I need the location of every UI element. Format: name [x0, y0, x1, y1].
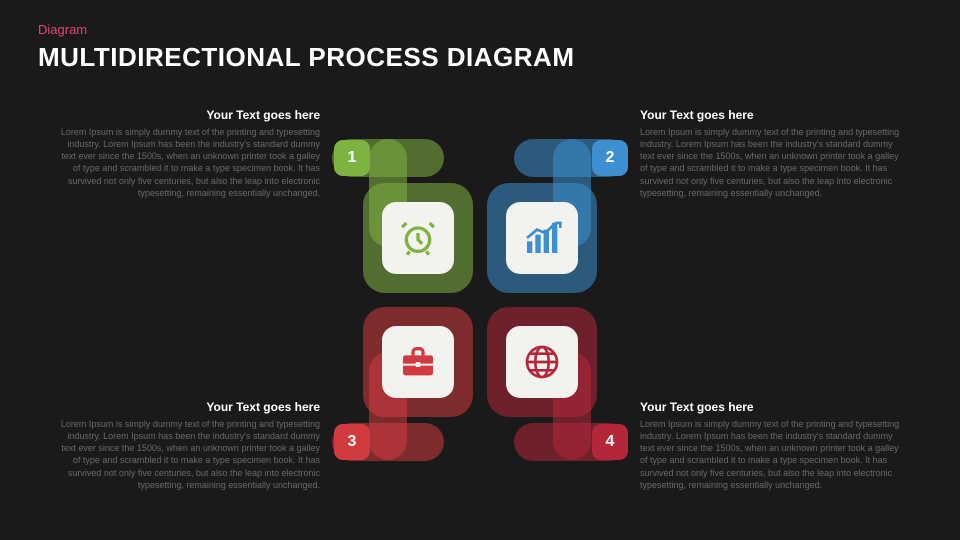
alarm-clock-icon [398, 218, 438, 258]
desc-heading: Your Text goes here [640, 400, 900, 414]
briefcase-icon [398, 342, 438, 382]
desc-heading: Your Text goes here [60, 108, 320, 122]
bar-chart-icon [522, 218, 562, 258]
step-badge-4: 4 [592, 424, 628, 460]
desc-heading: Your Text goes here [60, 400, 320, 414]
tile-iconbox [382, 202, 454, 274]
desc-block-1: Your Text goes here Lorem Ipsum is simpl… [60, 108, 320, 199]
step-badge-2: 2 [592, 140, 628, 176]
tile-iconbox [506, 326, 578, 398]
desc-block-2: Your Text goes here Lorem Ipsum is simpl… [640, 108, 900, 199]
tile-iconbox [382, 326, 454, 398]
desc-block-4: Your Text goes here Lorem Ipsum is simpl… [640, 400, 900, 491]
globe-icon [522, 342, 562, 382]
tile-1 [363, 183, 473, 293]
tile-3 [363, 307, 473, 417]
desc-heading: Your Text goes here [640, 108, 900, 122]
desc-body: Lorem Ipsum is simply dummy text of the … [60, 418, 320, 491]
tile-2 [487, 183, 597, 293]
step-badge-1: 1 [334, 140, 370, 176]
diagram-stage: Your Text goes here Lorem Ipsum is simpl… [0, 0, 960, 540]
tile-4 [487, 307, 597, 417]
tile-iconbox [506, 202, 578, 274]
desc-block-3: Your Text goes here Lorem Ipsum is simpl… [60, 400, 320, 491]
desc-body: Lorem Ipsum is simply dummy text of the … [640, 126, 900, 199]
desc-body: Lorem Ipsum is simply dummy text of the … [640, 418, 900, 491]
step-badge-3: 3 [334, 424, 370, 460]
desc-body: Lorem Ipsum is simply dummy text of the … [60, 126, 320, 199]
